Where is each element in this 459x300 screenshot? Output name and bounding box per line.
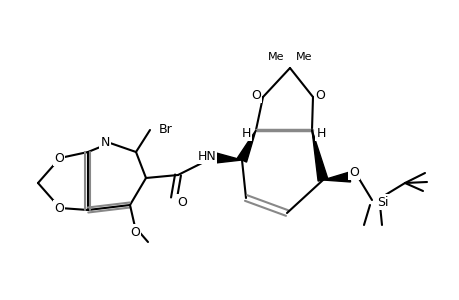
Polygon shape — [322, 172, 350, 182]
Text: O: O — [348, 166, 358, 178]
Text: H: H — [316, 127, 325, 140]
Polygon shape — [215, 153, 241, 163]
Text: Br: Br — [159, 122, 173, 136]
Text: O: O — [251, 88, 260, 101]
Text: H: H — [241, 127, 250, 140]
Text: O: O — [177, 196, 186, 208]
Text: O: O — [314, 88, 324, 101]
Text: Me: Me — [295, 52, 312, 62]
Text: O: O — [54, 152, 64, 164]
Text: N: N — [100, 136, 109, 148]
Text: HN: HN — [197, 149, 216, 163]
Text: Si: Si — [376, 196, 388, 208]
Polygon shape — [237, 130, 256, 162]
Text: O: O — [54, 202, 64, 214]
Text: Me: Me — [267, 52, 284, 62]
Polygon shape — [311, 130, 327, 181]
Text: O: O — [130, 226, 140, 238]
